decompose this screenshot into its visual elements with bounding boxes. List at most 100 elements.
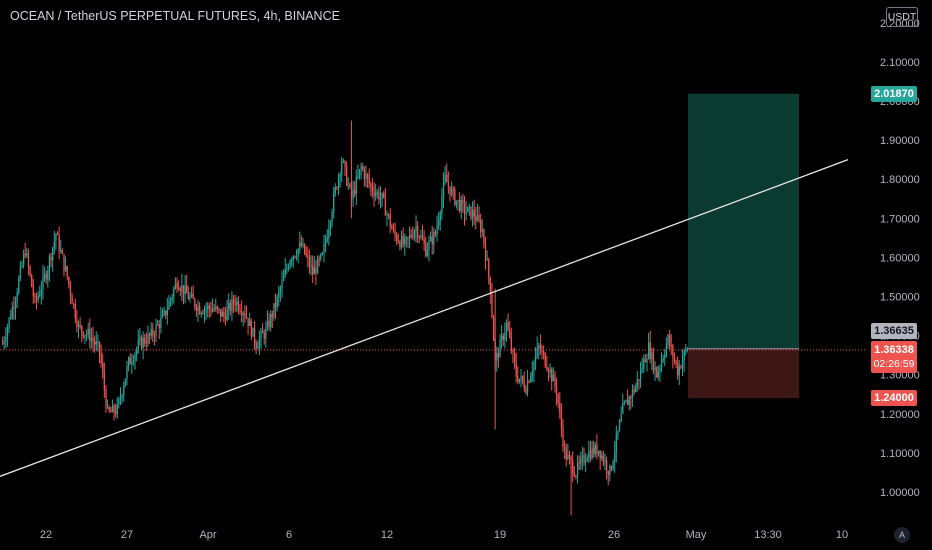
candle [271,314,274,318]
candle [614,452,616,462]
candle [318,258,320,260]
candle [617,430,619,435]
candle [115,412,117,415]
candle [387,214,390,216]
candle [316,258,319,274]
candle [546,366,548,370]
candle [328,228,330,238]
candle [444,175,446,183]
candle [192,293,194,300]
candle [507,322,509,331]
candle [121,395,123,398]
candle [161,313,164,318]
candle [528,381,530,383]
candle [220,309,222,317]
candle [205,308,207,310]
candle [11,307,13,318]
candle [19,266,22,279]
auto-scale-button[interactable]: A [894,527,910,543]
target-zone[interactable] [688,93,799,349]
candle [304,243,306,254]
trendline[interactable] [0,159,849,477]
candle [16,292,18,302]
candle [73,303,75,305]
candle [677,364,679,376]
candle [155,324,157,336]
candle [313,267,315,275]
candle [657,371,659,378]
candle [391,226,393,230]
candle [260,331,262,339]
candle [22,253,25,265]
candle [34,296,36,299]
time-tick-label: 12 [381,529,393,541]
candle [45,274,47,280]
price-axis[interactable]: 2.200002.100002.000001.900001.800001.700… [866,0,932,520]
candle [134,353,136,362]
candle [42,275,44,290]
stop-zone[interactable] [688,348,799,399]
candle [552,375,555,382]
candle [486,259,488,261]
candle [410,234,412,237]
candle [148,333,151,336]
candle [412,236,414,238]
candle [29,266,31,275]
candle [339,174,341,177]
candle [116,404,118,415]
candle [305,253,307,256]
candle [184,285,186,295]
candle [190,293,193,297]
candle [52,247,54,261]
candle [268,320,270,328]
current-price-value: 1.36338 [874,344,914,356]
candle [413,230,416,238]
price-tick-label: 1.80000 [880,174,920,186]
candle [680,366,682,368]
candle [425,243,427,257]
candle [417,225,419,237]
candle [641,368,643,370]
candle [127,357,130,367]
candle [643,359,645,369]
candle [153,335,156,337]
time-tick-label: 27 [121,529,133,541]
candle [278,292,280,297]
candle [457,199,459,201]
candle [428,241,430,251]
price-tick-label: 1.70000 [880,213,920,225]
price-chart[interactable] [0,0,866,520]
candle [673,357,676,361]
candle [392,229,395,231]
candle [512,350,514,353]
candle [274,303,277,308]
candle [625,400,627,403]
candle [84,334,86,337]
candle [654,367,656,371]
candle [365,174,367,179]
time-tick-label: May [686,529,707,541]
candle [173,288,175,297]
candle [168,301,170,310]
candle [544,353,546,367]
candle [606,460,608,472]
time-tick-label: 26 [608,529,620,541]
time-axis[interactable]: 22 27 Apr 6 12 19 26 May 13:30 10 [0,520,866,550]
candle [405,237,408,239]
candle [94,341,96,345]
candle [13,307,15,309]
candle [92,338,94,342]
candle [502,335,504,340]
candle [501,335,503,340]
bar-countdown: 02:26:59 [873,358,915,370]
candle [6,327,9,338]
candle [48,256,51,271]
candle [299,242,301,249]
currency-button[interactable]: USDT [886,7,918,27]
candle [126,366,128,379]
current-price-tag: 1.36338 02:26:59 [871,341,917,373]
candle [105,389,107,408]
candle [102,363,104,373]
candle [229,302,232,311]
candle [607,471,609,475]
